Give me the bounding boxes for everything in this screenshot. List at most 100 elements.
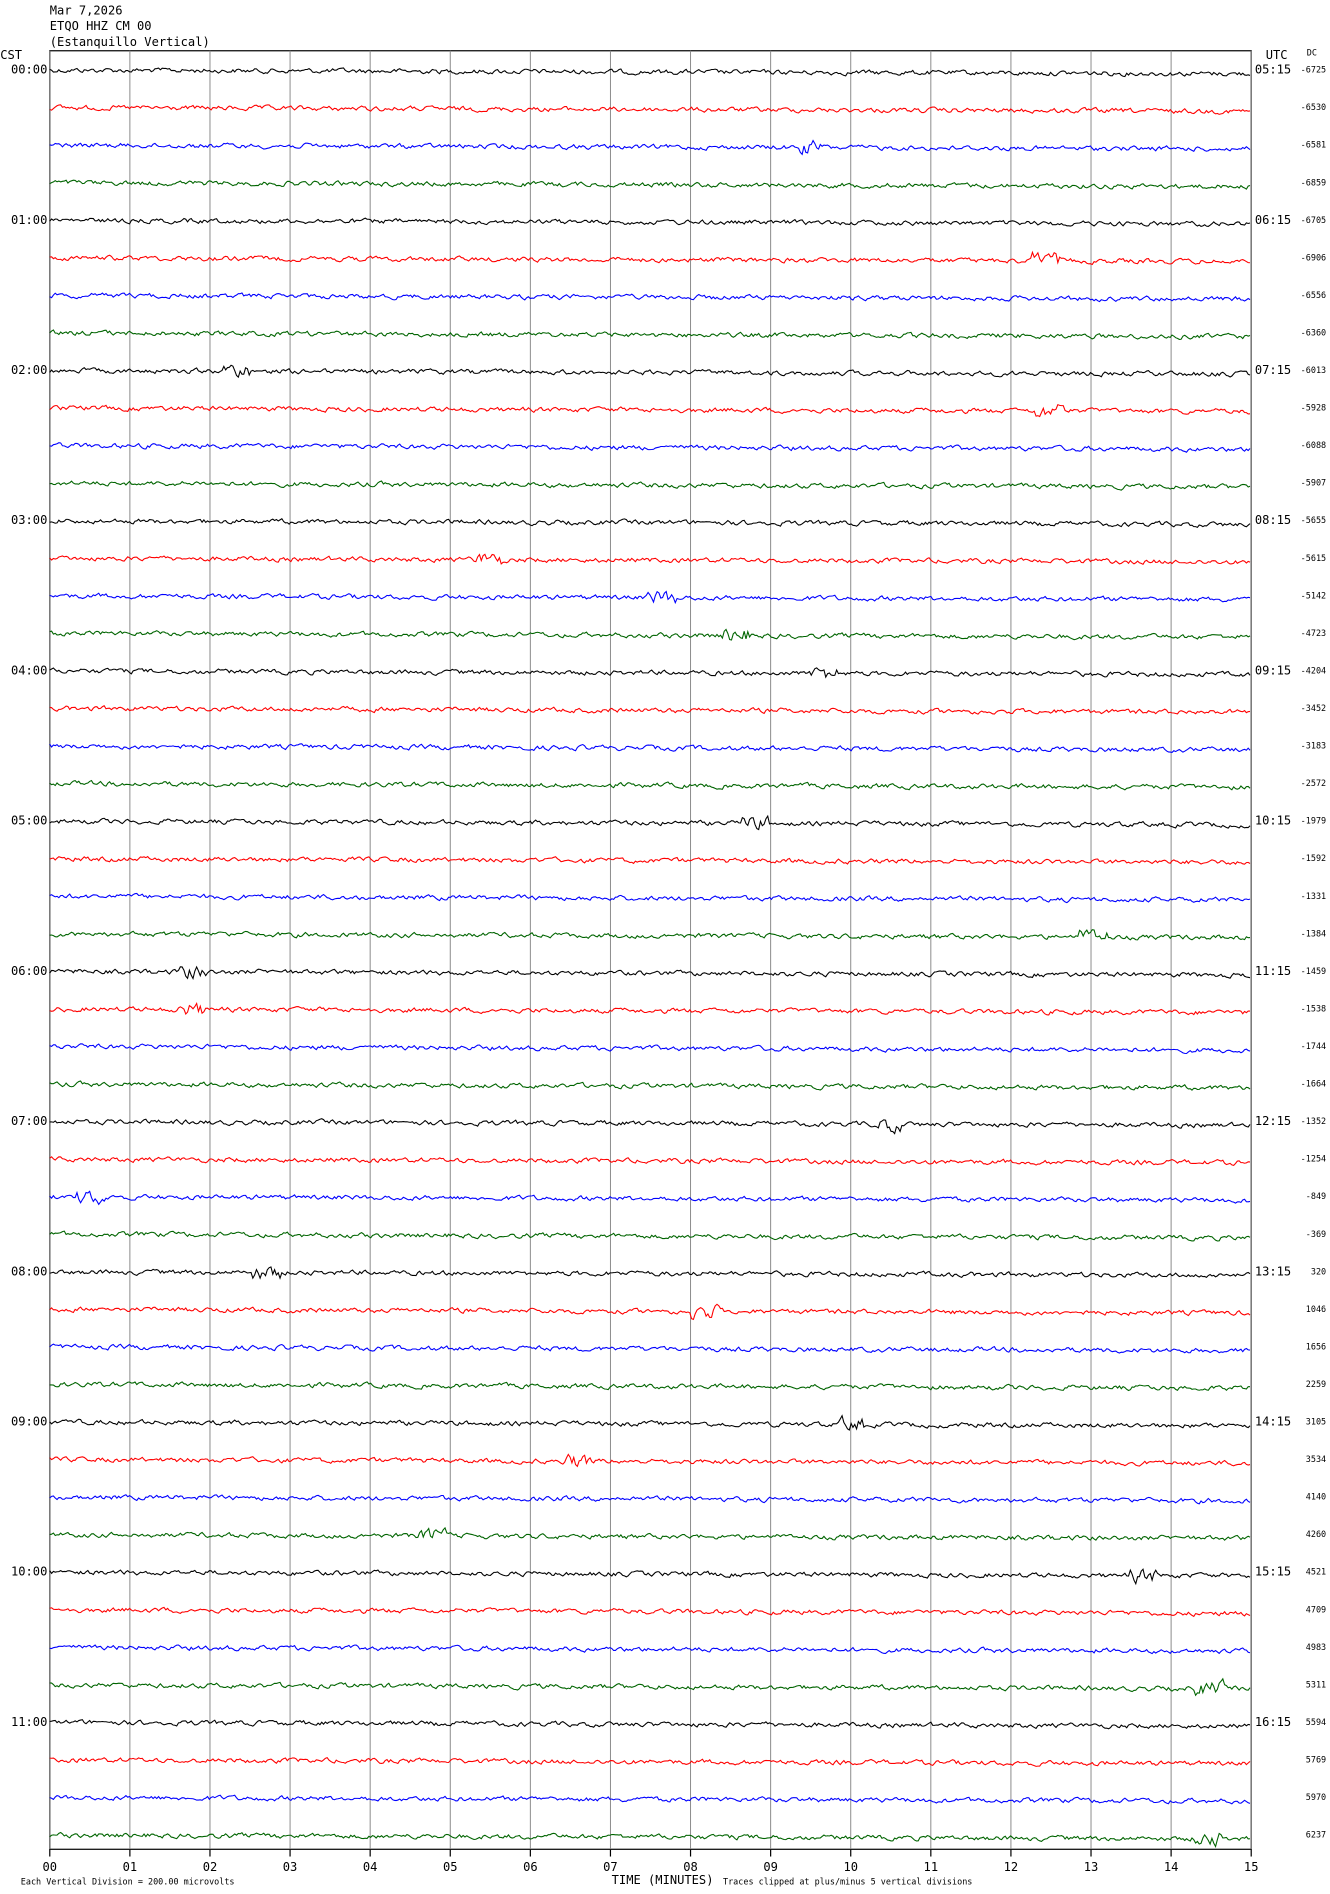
cst-time: 02:00 <box>11 363 47 377</box>
dc-value: 4140 <box>1306 1492 1326 1502</box>
trace <box>49 779 1251 791</box>
trace <box>49 814 1251 831</box>
title-line: (Estanquillo Vertical) <box>50 35 210 49</box>
trace <box>49 104 1251 115</box>
utc-time: 12:15 <box>1255 1114 1291 1128</box>
trace <box>49 1043 1251 1055</box>
trace <box>49 1831 1251 1848</box>
x-tick-label: 00 <box>43 1860 58 1874</box>
dc-value: -6013 <box>1301 365 1326 375</box>
trace <box>49 1414 1251 1431</box>
trace <box>49 855 1251 866</box>
trace <box>49 1719 1251 1730</box>
dc-value: 4709 <box>1306 1604 1326 1614</box>
trace <box>49 1118 1251 1135</box>
trace <box>49 929 1251 941</box>
x-tick-label: 11 <box>924 1860 939 1874</box>
trace <box>49 250 1251 266</box>
dc-value: 3534 <box>1306 1454 1326 1464</box>
utc-time: 07:15 <box>1255 363 1291 377</box>
dc-value: -1592 <box>1301 853 1326 863</box>
cst-time: 00:00 <box>11 63 47 77</box>
utc-time: 08:15 <box>1255 513 1291 527</box>
trace <box>49 139 1251 156</box>
x-tick-label: 03 <box>283 1860 298 1874</box>
dc-value: 1046 <box>1306 1304 1326 1314</box>
cst-time: 06:00 <box>11 964 47 978</box>
trace <box>49 329 1251 340</box>
footer-left: Each Vertical Division = 200.00 microvol… <box>21 1876 235 1886</box>
x-tick-label: 07 <box>603 1860 618 1874</box>
dc-value: 4983 <box>1306 1642 1326 1652</box>
trace <box>49 217 1251 227</box>
dc-value: -1384 <box>1301 928 1326 938</box>
dc-value: -1331 <box>1301 891 1326 901</box>
dc-value: 5970 <box>1306 1792 1326 1802</box>
dc-value: -3183 <box>1301 741 1326 751</box>
trace <box>49 1303 1251 1321</box>
cst-time: 10:00 <box>11 1565 47 1579</box>
dc-value: 2259 <box>1306 1379 1326 1389</box>
cst-time: 09:00 <box>11 1415 47 1429</box>
dc-label: DC <box>1307 48 1317 58</box>
cst-time: 07:00 <box>11 1114 47 1128</box>
dc-value: -6088 <box>1301 440 1326 450</box>
trace <box>49 1343 1251 1354</box>
dc-value: -5655 <box>1301 515 1326 525</box>
x-tick-label: 13 <box>1084 1860 1099 1874</box>
utc-time: 14:15 <box>1255 1415 1291 1429</box>
trace <box>49 1644 1251 1655</box>
dc-value: -6530 <box>1301 102 1326 112</box>
plot-frame <box>49 50 1252 1850</box>
trace <box>49 1230 1251 1242</box>
trace <box>49 1190 1251 1206</box>
utc-time: 11:15 <box>1255 964 1291 978</box>
dc-value: 5594 <box>1306 1717 1326 1727</box>
x-tick-label: 02 <box>203 1860 218 1874</box>
dc-value: -2572 <box>1301 778 1326 788</box>
x-tick-label: 09 <box>763 1860 778 1874</box>
cst-time: 05:00 <box>11 814 47 828</box>
dc-value: -849 <box>1306 1191 1326 1201</box>
x-label: TIME (MINUTES) <box>612 1873 714 1887</box>
x-tick-label: 10 <box>843 1860 858 1874</box>
x-tick-label: 08 <box>683 1860 698 1874</box>
dc-value: 320 <box>1311 1266 1326 1276</box>
dc-value: -6859 <box>1301 177 1326 187</box>
dc-value: 4521 <box>1306 1567 1326 1577</box>
trace <box>49 892 1251 904</box>
trace <box>49 1001 1251 1016</box>
cst-label: CST <box>0 48 22 62</box>
dc-value: -5142 <box>1301 590 1326 600</box>
dc-value: -1664 <box>1301 1079 1326 1089</box>
dc-value: -1254 <box>1301 1154 1326 1164</box>
footer-right: Traces clipped at plus/minus 5 vertical … <box>723 1876 972 1886</box>
dc-value: -4204 <box>1301 665 1326 675</box>
trace <box>49 179 1251 190</box>
title-line: Mar 7,2026 <box>50 3 123 17</box>
dc-value: -6581 <box>1301 140 1326 150</box>
trace <box>49 364 1251 379</box>
cst-time: 03:00 <box>11 513 47 527</box>
dc-value: -1352 <box>1301 1116 1326 1126</box>
trace <box>49 442 1251 453</box>
x-tick-label: 14 <box>1164 1860 1179 1874</box>
dc-value: -6906 <box>1301 252 1326 262</box>
dc-value: -3452 <box>1301 703 1326 713</box>
dc-value: -369 <box>1306 1229 1326 1239</box>
dc-value: 4260 <box>1306 1529 1326 1539</box>
utc-time: 06:15 <box>1255 213 1291 227</box>
cst-time: 01:00 <box>11 213 47 227</box>
trace <box>49 1494 1251 1505</box>
cst-time: 11:00 <box>11 1715 47 1729</box>
dc-value: 5311 <box>1306 1679 1326 1689</box>
dc-value: -6360 <box>1301 327 1326 337</box>
trace <box>49 480 1251 491</box>
trace <box>49 1080 1251 1091</box>
trace <box>49 705 1251 715</box>
dc-value: -1979 <box>1301 816 1326 826</box>
utc-time: 16:15 <box>1255 1715 1291 1729</box>
utc-time: 13:15 <box>1255 1264 1291 1278</box>
trace <box>49 518 1251 529</box>
